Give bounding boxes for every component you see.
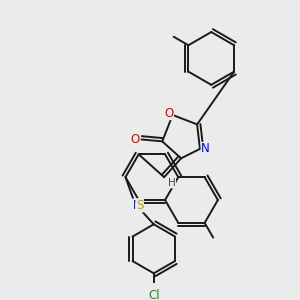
Text: N: N: [132, 199, 141, 212]
Text: N: N: [201, 142, 210, 155]
Text: O: O: [164, 106, 173, 120]
Text: O: O: [130, 133, 140, 146]
Text: Cl: Cl: [148, 290, 160, 300]
Text: H: H: [168, 178, 176, 188]
Text: S: S: [136, 199, 143, 212]
